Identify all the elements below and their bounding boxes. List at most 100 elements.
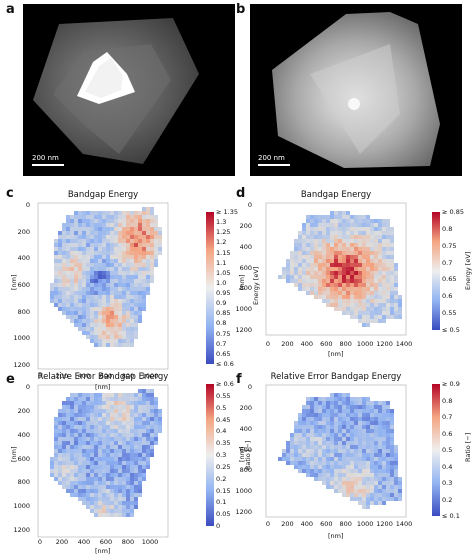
colorbar-tick-c: ≥ 1.35 (216, 208, 238, 216)
colorbar-tick-e: 0 (216, 522, 221, 530)
x-tick-d: 1400 (395, 340, 413, 348)
panel-label-d: d (236, 186, 246, 201)
colorbar-label-d: Energy [eV] (464, 251, 472, 290)
x-tick-c: 1000 (141, 372, 159, 380)
y-tick-c: 1200 (13, 361, 30, 369)
x-tick-d: 1000 (356, 340, 374, 348)
y-tick-e: 1200 (13, 526, 30, 534)
x-tick-e: 1000 (141, 538, 159, 546)
colorbar-tick-f: 0.3 (442, 479, 453, 487)
colorbar-tick-d: 0.65 (442, 275, 457, 284)
colorbar-tick-d: 0.75 (442, 241, 457, 250)
y-tick-d: 400 (239, 242, 252, 251)
colorbar-tick-f: 0.2 (442, 495, 453, 504)
colorbar-tick-e: 0.5 (216, 403, 227, 412)
y-tick-d: 200 (239, 221, 252, 230)
x-tick-f: 600 (320, 520, 333, 528)
y-tick-f: 600 (239, 445, 252, 454)
y-tick-c: 600 (17, 281, 30, 289)
x-tick-d: 200 (281, 340, 294, 348)
colorbar-tick-c: 1.25 (216, 228, 231, 237)
y-tick-f: 400 (239, 424, 252, 433)
panel-label-c: c (6, 186, 14, 201)
colorbar-tick-c: 0.7 (216, 339, 227, 348)
bandgap-map-d (265, 202, 407, 336)
y-tick-f: 200 (239, 403, 252, 412)
x-tick-e: 800 (121, 538, 135, 546)
colorbar-tick-e: 0.4 (216, 427, 227, 436)
colorbar-tick-f: 0.8 (442, 396, 453, 405)
y-tick-e: 800 (17, 478, 30, 487)
panel-label-f: f (236, 372, 242, 387)
scale-bar-label-a: 200 nm (32, 154, 59, 162)
colorbar-tick-c: 0.95 (216, 289, 231, 298)
error-map-f (265, 384, 407, 518)
colorbar-tick-c: ≤ 0.6 (216, 360, 234, 368)
colorbar-tick-e: 0.1 (216, 498, 227, 507)
x-tick-f: 400 (300, 520, 314, 528)
x-tick-c: 200 (55, 372, 69, 380)
colorbar-tick-e: 0.3 (216, 451, 227, 459)
colorbar-tick-f: 0.6 (442, 429, 453, 438)
y-tick-d: 1200 (235, 326, 252, 334)
colorbar-tick-d: 0.6 (442, 292, 453, 301)
y-tick-e: 400 (17, 430, 30, 439)
scale-bar-a (32, 164, 64, 166)
x-tick-f: 1400 (395, 520, 413, 528)
y-tick-e: 1000 (13, 502, 30, 511)
colorbar-tick-e: 0.35 (216, 439, 231, 448)
error-map-e (37, 384, 169, 538)
colorbar-tick-c: 1.1 (216, 258, 227, 267)
x-tick-f: 800 (339, 520, 352, 528)
colorbar-tick-c: 1.2 (216, 238, 227, 247)
y-tick-f: 1200 (235, 508, 252, 516)
colorbar-tick-f: 0.5 (442, 446, 453, 454)
colorbar-tick-c: 0.65 (216, 349, 231, 358)
y-tick-f: 0 (247, 383, 252, 391)
colorbar-tick-d: 0.7 (442, 258, 453, 267)
x-tick-e: 600 (99, 538, 113, 546)
x-tick-d: 600 (320, 340, 333, 348)
colorbar-tick-c: 1.15 (216, 248, 231, 257)
panel-title-d: Bandgap Energy (300, 190, 372, 200)
colorbar-tick-d: 0.55 (442, 309, 457, 318)
y-tick-f: 800 (239, 466, 252, 475)
x-tick-e: 400 (77, 538, 91, 546)
x-tick-e: 0 (37, 538, 43, 546)
x-tick-f: 1000 (356, 520, 374, 528)
x-tick-e: 200 (55, 538, 69, 546)
y-tick-e: 200 (17, 406, 30, 415)
colorbar-tick-e: 0.15 (216, 486, 231, 495)
panel-label-a: a (6, 2, 15, 17)
xlabel-e: [nm] (95, 547, 111, 555)
y-tick-c: 200 (17, 227, 30, 236)
colorbar-tick-c: 1.05 (216, 268, 231, 277)
x-tick-d: 0 (265, 340, 271, 348)
y-tick-e: 600 (17, 454, 30, 463)
colorbar-tick-d: 0.8 (442, 224, 453, 233)
micrograph-a-image (33, 18, 199, 164)
colorbar-tick-e: ≥ 0.6 (216, 380, 234, 388)
colorbar-tick-e: 0.05 (216, 510, 231, 519)
x-tick-d: 1200 (376, 340, 393, 348)
colorbar-tick-f: ≤ 0.1 (442, 512, 460, 520)
panel-title-e: Relative Error Bandgap Energy (37, 372, 169, 382)
y-tick-d: 0 (247, 201, 252, 209)
xlabel-c: [nm] (95, 383, 111, 391)
y-tick-c: 1000 (13, 334, 30, 343)
colorbar-tick-e: 0.55 (216, 391, 231, 400)
x-tick-c: 0 (37, 372, 43, 380)
y-tick-c: 400 (17, 254, 30, 263)
y-tick-e: 0 (25, 383, 30, 391)
x-tick-c: 800 (121, 372, 135, 380)
colorbar-tick-e: 0.45 (216, 415, 231, 424)
x-tick-c: 600 (99, 372, 113, 380)
colorbar-tick-d: ≥ 0.85 (442, 208, 464, 216)
y-tick-f: 1000 (235, 487, 252, 496)
colorbar-tick-f: 0.7 (442, 413, 453, 421)
colorbar-tick-d: ≤ 0.5 (442, 326, 460, 334)
colorbar-tick-c: 1.0 (216, 278, 227, 287)
colorbar-tick-c: 0.75 (216, 329, 231, 338)
x-tick-f: 0 (265, 520, 271, 528)
y-tick-d: 1000 (235, 305, 252, 314)
